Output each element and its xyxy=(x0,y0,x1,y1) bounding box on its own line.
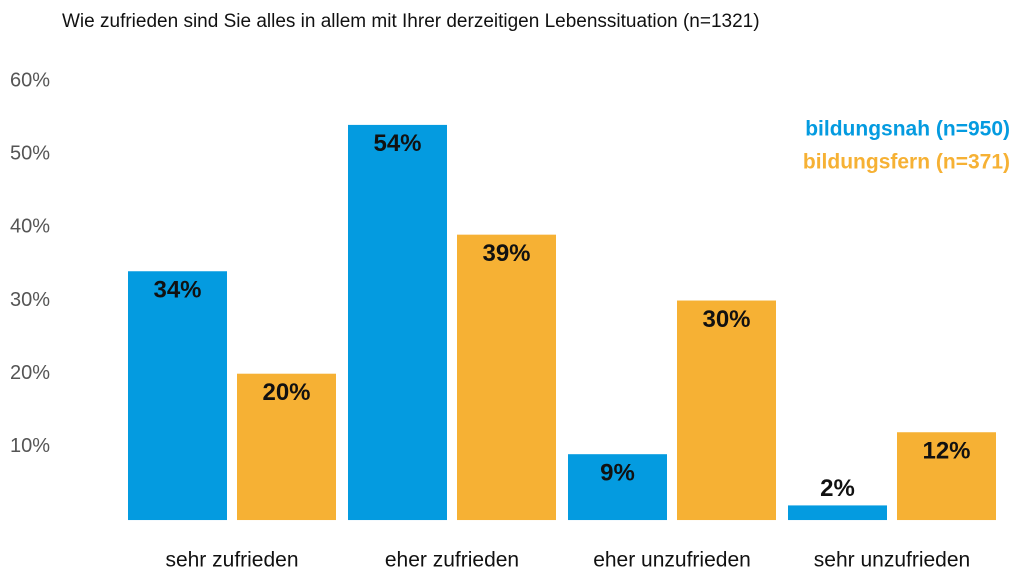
value-label: 30% xyxy=(702,306,750,333)
bar xyxy=(128,271,227,521)
x-tick-label: eher zufrieden xyxy=(385,549,519,572)
bar xyxy=(788,505,887,521)
y-tick-label: 10% xyxy=(10,435,50,457)
value-label: 54% xyxy=(373,130,421,157)
y-tick-label: 20% xyxy=(10,362,50,384)
value-label: 20% xyxy=(262,379,310,406)
bar xyxy=(568,454,667,521)
value-label: 2% xyxy=(820,475,855,502)
value-label: 39% xyxy=(482,240,530,267)
value-label: 34% xyxy=(153,277,201,304)
value-label: 12% xyxy=(922,438,970,465)
legend-entry: bildungsfern (n=371) xyxy=(803,151,1010,174)
x-tick-label: sehr zufrieden xyxy=(165,549,298,572)
bar xyxy=(677,300,776,521)
x-tick-label: sehr unzufrieden xyxy=(814,549,970,572)
y-tick-label: 30% xyxy=(10,289,50,311)
bar xyxy=(897,432,996,521)
bar xyxy=(457,234,556,521)
y-tick-label: 50% xyxy=(10,142,50,164)
bar xyxy=(237,373,336,521)
y-tick-label: 60% xyxy=(10,69,50,91)
y-tick-label: 40% xyxy=(10,216,50,238)
bar xyxy=(348,124,447,521)
chart-title: Wie zufrieden sind Sie alles in allem mi… xyxy=(62,11,760,32)
legend-entry: bildungsnah (n=950) xyxy=(805,118,1010,141)
x-tick-label: eher unzufrieden xyxy=(593,549,751,572)
value-label: 9% xyxy=(600,460,635,487)
